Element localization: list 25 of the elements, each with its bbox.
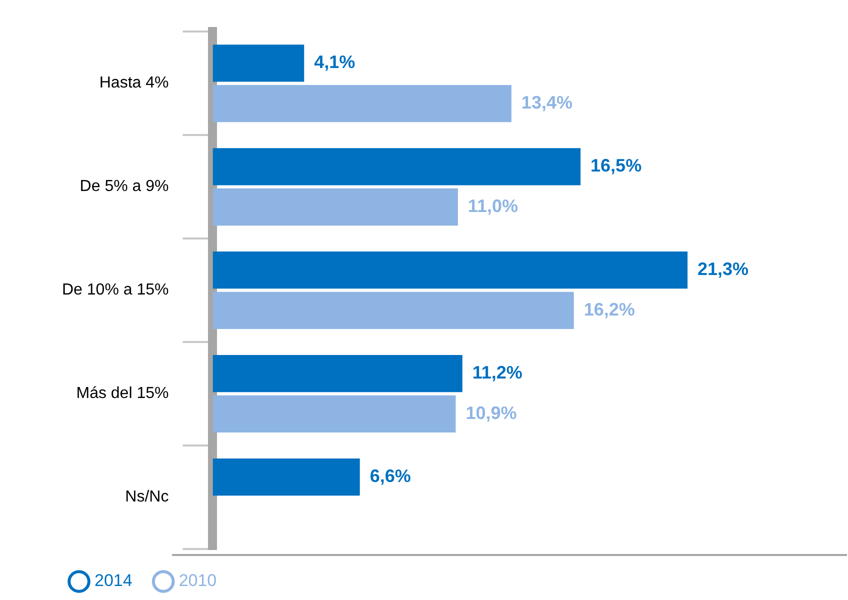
data-label: 13,4%: [521, 92, 572, 112]
bar: [212, 188, 458, 226]
data-label: 10,9%: [466, 402, 517, 423]
bar: [212, 292, 574, 330]
y-tick-label: Hasta 4%: [99, 74, 169, 92]
data-label: 6,6%: [370, 466, 411, 486]
data-label: 21,3%: [698, 259, 749, 280]
bar: [212, 84, 512, 122]
y-tick-label: De 10% a 15%: [62, 282, 169, 299]
bar: [212, 252, 688, 289]
bar: [212, 395, 456, 433]
bar: [212, 148, 581, 186]
data-label: 16,2%: [584, 299, 635, 320]
bar: [212, 355, 462, 392]
data-label: 16,5%: [590, 156, 642, 176]
data-label: 11,2%: [472, 362, 522, 383]
y-tick-label: Ns/Nc: [125, 488, 169, 506]
y-tick-label: De 5% a 9%: [80, 178, 169, 196]
bar: [212, 44, 304, 82]
data-label: 11,0%: [468, 196, 518, 216]
data-label: 4,1%: [314, 52, 356, 72]
legend-label: 2014: [94, 571, 132, 590]
y-tick-label: Más del 15%: [76, 385, 169, 402]
bar: [212, 458, 360, 496]
legend-label: 2010: [178, 571, 217, 590]
